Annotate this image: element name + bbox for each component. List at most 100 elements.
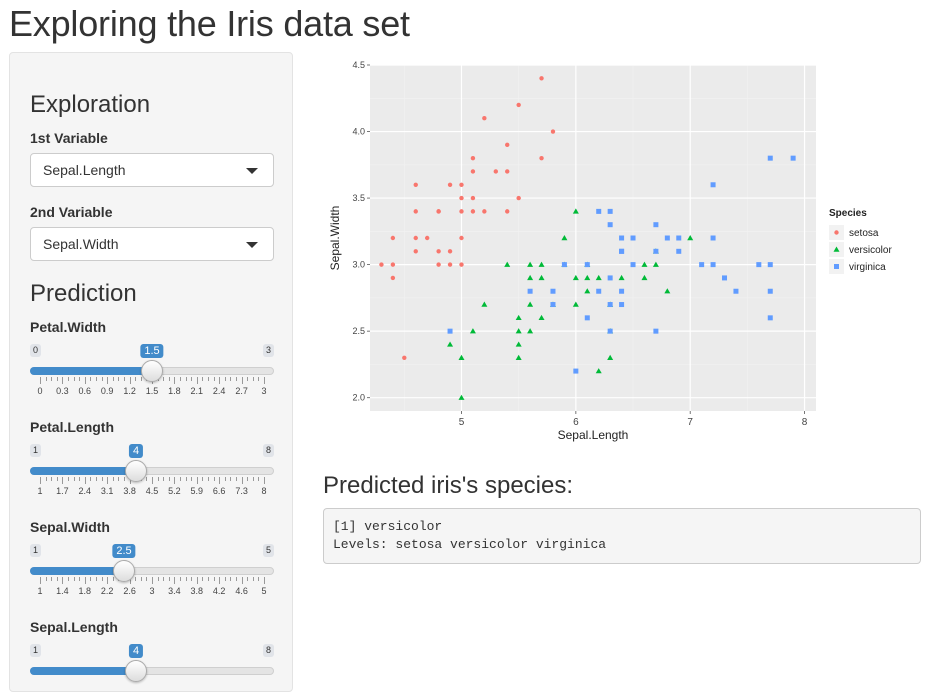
setosa-point: [402, 355, 407, 360]
petal-length-label: Petal.Length: [30, 419, 115, 435]
slider-tick-label: 0.6: [78, 386, 92, 396]
petal-width-slider[interactable]: 0 3 1.5 0 0.3 0.6 0.9 1.2 1.5 1.8 2.1 2.4 2.7 3: [30, 344, 274, 400]
setosa-point: [505, 142, 510, 148]
slider-tick: [73, 477, 75, 481]
slider-tick-label: 3: [261, 386, 267, 396]
virginica-point: [756, 262, 762, 268]
slider-tick: [191, 377, 193, 381]
slider-tick: [112, 377, 114, 381]
slider-tick: [180, 477, 181, 481]
sidebar-panel: Exploration 1st Variable Sepal.Length 2n…: [9, 52, 293, 692]
slider-value-badge: 4: [128, 644, 144, 658]
var1-select[interactable]: Sepal.Length: [30, 153, 274, 187]
virginica-point: [619, 288, 625, 294]
slider-tick-label: 4.2: [212, 586, 226, 596]
var1-label: 1st Variable: [30, 130, 108, 146]
slider-tick: [174, 477, 176, 484]
chevron-down-icon: [246, 242, 258, 248]
slider-tick: [180, 377, 181, 381]
versicolor-point: [584, 288, 591, 294]
versicolor-point: [469, 328, 476, 334]
slider-tick: [213, 377, 215, 381]
setosa-point: [447, 182, 453, 187]
slider-tick-label: 1: [37, 486, 43, 496]
setosa-point: [413, 209, 418, 214]
slider-tick: [252, 477, 254, 481]
slider-tick-label: 8: [261, 486, 267, 496]
petal-length-slider[interactable]: 1 8 4 1 1.7 2.4 3.1 3.8 4.5 5.2 5.9 6.6 7.3 8: [30, 444, 274, 500]
slider-tick: [90, 477, 92, 481]
slider-tick-label: 4.6: [235, 586, 248, 596]
y-tick-label: 3.5: [352, 193, 365, 203]
slider-tick: [40, 477, 41, 484]
setosa-point: [516, 102, 521, 108]
versicolor-point: [527, 274, 534, 281]
slider-tick: [264, 477, 265, 484]
slider-tick: [79, 377, 81, 381]
y-tick-label: 4.5: [352, 60, 365, 70]
exploration-heading: Exploration: [30, 91, 151, 118]
sepal-length-slider[interactable]: 1 8 4: [30, 644, 274, 700]
slider-tick: [73, 577, 75, 581]
var2-selected-value: Sepal.Width: [43, 236, 119, 252]
slider-tick: [258, 377, 260, 381]
versicolor-point: [641, 261, 648, 267]
slider-tick: [252, 577, 254, 581]
slider-value-badge: 2.5: [112, 544, 136, 558]
versicolor-point: [607, 354, 614, 360]
slider-tick: [213, 577, 215, 581]
chevron-down-icon: [246, 168, 258, 174]
slider-handle[interactable]: [141, 360, 163, 382]
prediction-output: [1] versicolor Levels: setosa versicolor…: [323, 508, 921, 564]
slider-handle[interactable]: [113, 560, 135, 582]
var2-select[interactable]: Sepal.Width: [30, 227, 274, 261]
x-tick-label: 8: [802, 417, 808, 428]
scatter-plot: 5 6 7 8 2.0 2.5 3.0 3.5 4.0 4.5 Sepal.Length Sepal.…: [323, 55, 923, 455]
slider-tick: [56, 477, 58, 481]
virginica-point: [596, 208, 602, 214]
slider-tick: [224, 377, 226, 381]
sepal-width-label: Sepal.Width: [30, 519, 110, 535]
slider-tick: [219, 377, 221, 384]
slider-tick: [230, 477, 232, 481]
slider-tick: [90, 377, 92, 381]
slider-tick: [140, 377, 142, 381]
virginica-point: [710, 235, 716, 241]
versicolor-point: [515, 354, 522, 360]
slider-tick: [73, 377, 75, 381]
virginica-point: [607, 328, 613, 334]
slider-tick: [191, 577, 193, 581]
virginica-point: [699, 262, 705, 268]
slider-tick: [40, 577, 41, 584]
slider-tick: [219, 477, 221, 484]
slider-tick: [247, 377, 249, 381]
slider-tick: [118, 477, 120, 481]
slider-handle[interactable]: [125, 660, 147, 682]
slider-tick: [264, 577, 265, 584]
setosa-point: [459, 209, 464, 214]
prediction-heading: Prediction: [30, 280, 137, 307]
slider-tick: [202, 477, 204, 481]
page-title: Exploring the Iris data set: [9, 3, 410, 44]
setosa-point: [413, 182, 418, 187]
setosa-point: [539, 155, 544, 161]
sepal-width-slider[interactable]: 1 5 2.5 1 1.4 1.8 2.2 2.6 3 3.4 3.8 4.2 4.6 5: [30, 544, 274, 600]
slider-tick: [252, 377, 254, 381]
plot-panel: [370, 65, 816, 411]
legend-label: versicolor: [849, 245, 892, 256]
versicolor-point: [572, 208, 579, 214]
slider-tick: [96, 477, 97, 481]
slider-max-label: 8: [262, 444, 274, 457]
slider-handle[interactable]: [125, 460, 147, 482]
slider-min-label: 1: [30, 644, 42, 657]
legend-marker-virginica: [834, 264, 839, 269]
setosa-point: [436, 262, 441, 267]
sepal-length-label: Sepal.Length: [30, 619, 118, 635]
y-tick-label: 3.0: [352, 260, 365, 270]
setosa-point: [436, 249, 441, 254]
slider-tick: [146, 577, 148, 581]
slider-tick-label: 2.6: [123, 586, 136, 596]
slider-tick: [68, 377, 69, 381]
prediction-levels-line: Levels: setosa versicolor virginica: [333, 537, 607, 552]
slider-tick: [157, 577, 159, 581]
